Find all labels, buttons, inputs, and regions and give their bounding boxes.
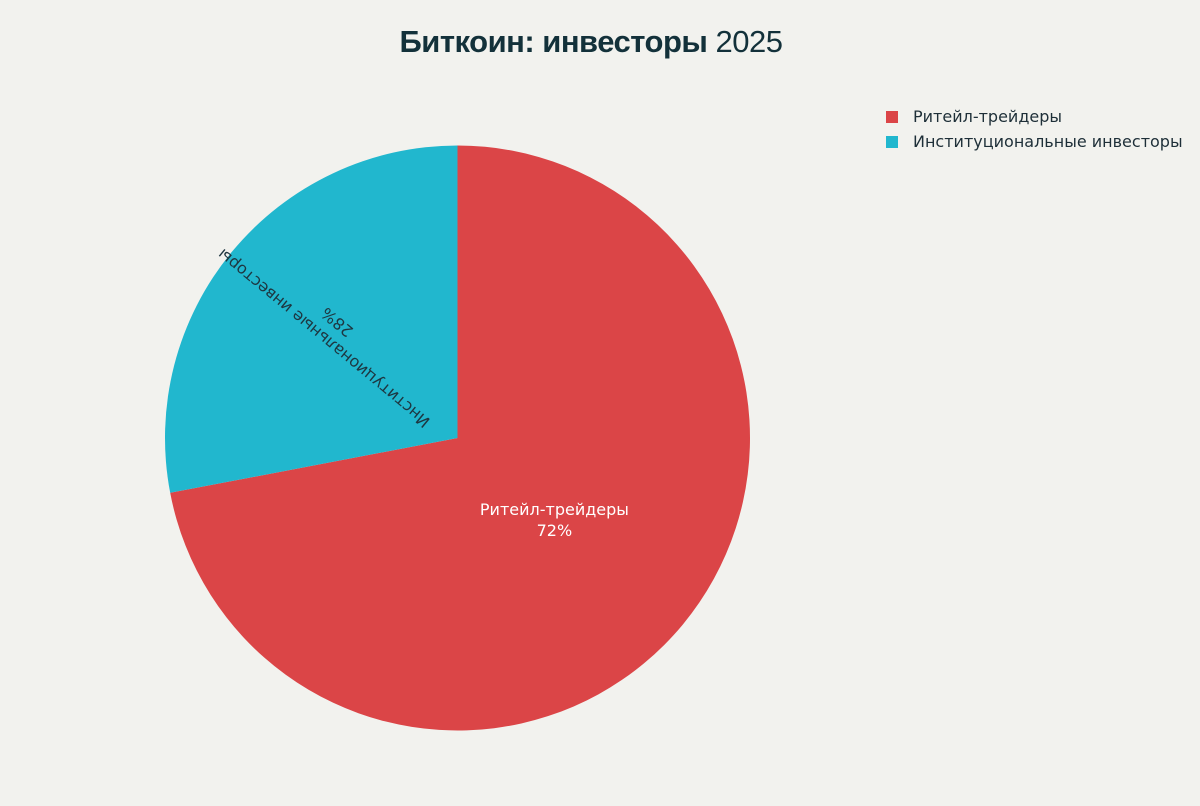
chart-title-year: 2025 [715,24,783,59]
legend-item-institutional[interactable]: Институциональные инвесторы [886,129,1183,154]
legend-label-retail: Ритейл-трейдеры [913,107,1063,126]
slice-label-retail-percent: 72% [537,521,573,540]
slice-label-retail-category: Ритейл-трейдеры [480,500,629,519]
legend-swatch-retail [886,110,898,123]
legend-swatch-institutional [886,135,898,148]
pie-slice-institutional[interactable] [164,145,458,493]
chart-title-main: Биткоин: инвесторы [399,24,708,59]
legend: Ритейл-трейдеры Институциональные инвест… [886,104,1183,154]
chart-title: Биткоин: инвесторы 2025 [0,24,1182,60]
pie-slices [164,145,751,731]
legend-label-institutional: Институциональные инвесторы [913,132,1183,151]
slice-label-retail: Ритейл-трейдеры 72% [480,500,629,540]
pie-slice-retail[interactable] [170,145,751,731]
legend-item-retail[interactable]: Ритейл-трейдеры [886,104,1183,129]
